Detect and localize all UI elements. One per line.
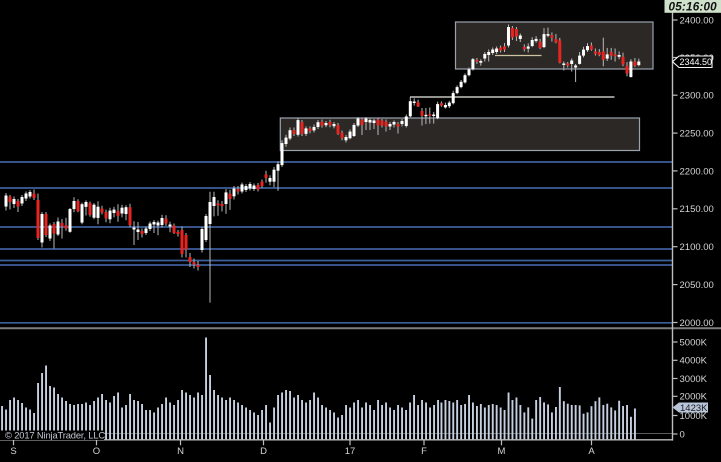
svg-text:M: M [498, 446, 506, 457]
svg-text:O: O [93, 446, 100, 457]
svg-text:4000K: 4000K [680, 356, 708, 367]
svg-text:2400.00: 2400.00 [680, 15, 714, 26]
svg-text:2000K: 2000K [680, 392, 708, 403]
svg-text:0: 0 [680, 429, 685, 440]
svg-text:N: N [177, 446, 184, 457]
svg-text:2300.00: 2300.00 [680, 91, 714, 102]
svg-text:2250.00: 2250.00 [680, 129, 714, 140]
svg-text:2100.00: 2100.00 [680, 242, 714, 253]
svg-text:© 2017 NinjaTrader, LLC: © 2017 NinjaTrader, LLC [5, 430, 105, 441]
svg-text:05:16:00: 05:16:00 [669, 1, 718, 14]
svg-text:2000.00: 2000.00 [680, 318, 714, 329]
svg-text:S: S [10, 446, 16, 457]
svg-text:1000K: 1000K [680, 411, 708, 422]
svg-text:17: 17 [345, 446, 356, 457]
svg-text:5000K: 5000K [680, 337, 708, 348]
svg-text:1423K: 1423K [680, 403, 708, 414]
svg-text:2150.00: 2150.00 [680, 204, 714, 215]
svg-text:2050.00: 2050.00 [680, 280, 714, 291]
svg-text:2344.50: 2344.50 [680, 57, 713, 67]
svg-text:F: F [421, 446, 427, 457]
svg-text:2200.00: 2200.00 [680, 166, 714, 177]
svg-text:3000K: 3000K [680, 374, 708, 385]
svg-text:A: A [588, 446, 595, 457]
svg-text:D: D [260, 446, 267, 457]
